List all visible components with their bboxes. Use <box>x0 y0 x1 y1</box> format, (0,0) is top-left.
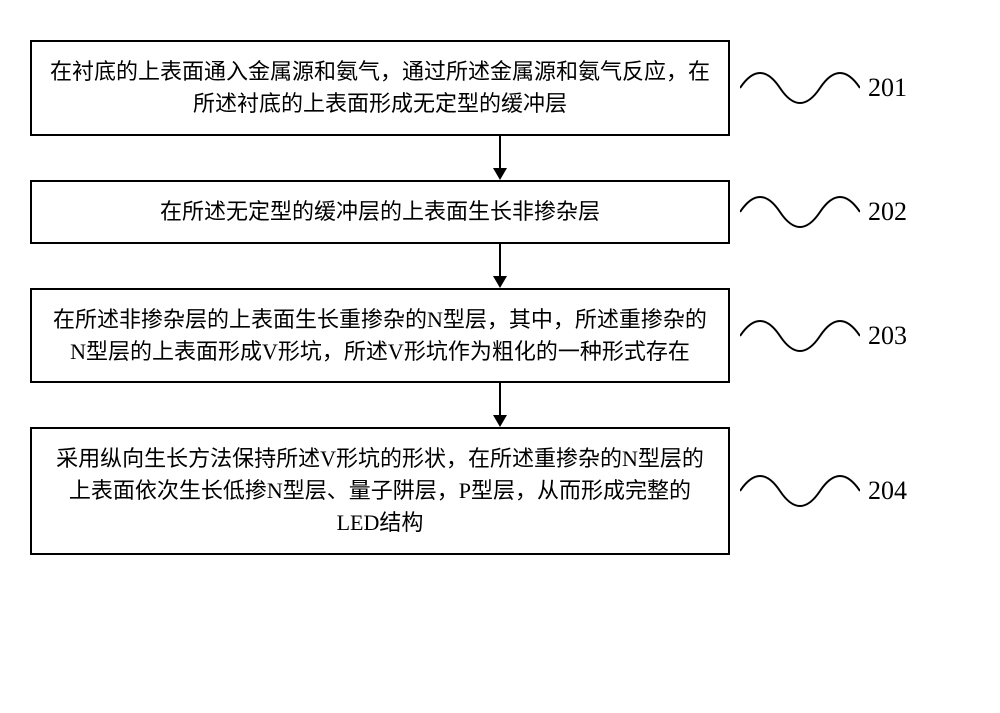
wave-icon <box>740 466 860 516</box>
step-row: 在所述无定型的缓冲层的上表面生长非掺杂层 202 <box>30 180 970 244</box>
connector: 203 <box>740 311 940 361</box>
arrow-down-icon <box>499 136 501 180</box>
step-box-203: 在所述非掺杂层的上表面生长重掺杂的N型层，其中，所述重掺杂的N型层的上表面形成V… <box>30 288 730 384</box>
step-number: 203 <box>868 321 907 351</box>
connector: 202 <box>740 187 940 237</box>
step-box-204: 采用纵向生长方法保持所述V形坑的形状，在所述重掺杂的N型层的上表面依次生长低掺N… <box>30 427 730 555</box>
wave-icon <box>740 311 860 361</box>
wave-icon <box>740 63 860 113</box>
step-number: 202 <box>868 197 907 227</box>
step-row: 在所述非掺杂层的上表面生长重掺杂的N型层，其中，所述重掺杂的N型层的上表面形成V… <box>30 288 970 384</box>
step-box-201: 在衬底的上表面通入金属源和氨气，通过所述金属源和氨气反应，在所述衬底的上表面形成… <box>30 40 730 136</box>
step-number: 204 <box>868 476 907 506</box>
wave-icon <box>740 187 860 237</box>
arrow-container <box>150 383 850 427</box>
step-box-202: 在所述无定型的缓冲层的上表面生长非掺杂层 <box>30 180 730 244</box>
step-text: 在所述非掺杂层的上表面生长重掺杂的N型层，其中，所述重掺杂的N型层的上表面形成V… <box>50 304 710 368</box>
arrow-container <box>150 244 850 288</box>
arrow-down-icon <box>499 244 501 288</box>
arrow-down-icon <box>499 383 501 427</box>
arrow-container <box>150 136 850 180</box>
connector: 204 <box>740 466 940 516</box>
step-row: 采用纵向生长方法保持所述V形坑的形状，在所述重掺杂的N型层的上表面依次生长低掺N… <box>30 427 970 555</box>
step-text: 采用纵向生长方法保持所述V形坑的形状，在所述重掺杂的N型层的上表面依次生长低掺N… <box>50 443 710 539</box>
step-text: 在所述无定型的缓冲层的上表面生长非掺杂层 <box>160 196 600 228</box>
step-row: 在衬底的上表面通入金属源和氨气，通过所述金属源和氨气反应，在所述衬底的上表面形成… <box>30 40 970 136</box>
step-number: 201 <box>868 73 907 103</box>
connector: 201 <box>740 63 940 113</box>
step-text: 在衬底的上表面通入金属源和氨气，通过所述金属源和氨气反应，在所述衬底的上表面形成… <box>50 56 710 120</box>
flowchart-container: 在衬底的上表面通入金属源和氨气，通过所述金属源和氨气反应，在所述衬底的上表面形成… <box>30 40 970 555</box>
